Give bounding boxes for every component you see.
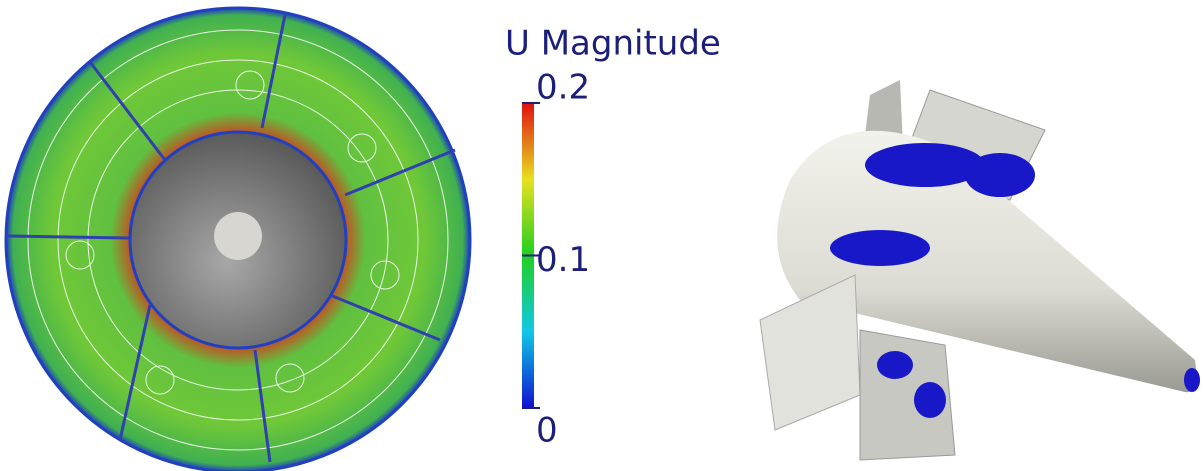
colorbar-tick-label: 0.1: [536, 240, 590, 280]
colorbar-title: U Magnitude: [505, 24, 721, 64]
colorbar-tick-label: 0: [536, 411, 558, 451]
geometry-3d: [760, 80, 1200, 460]
page: {"colorbar": {"title": "U Magnitude", "r…: [0, 0, 1203, 471]
figure: U Magnitude 0 0.1 0.2: [0, 0, 1203, 471]
colorbar: U Magnitude 0 0.1 0.2: [505, 24, 721, 451]
flow-field: [6, 8, 470, 471]
colorbar-tick-label: 0.2: [536, 68, 590, 108]
